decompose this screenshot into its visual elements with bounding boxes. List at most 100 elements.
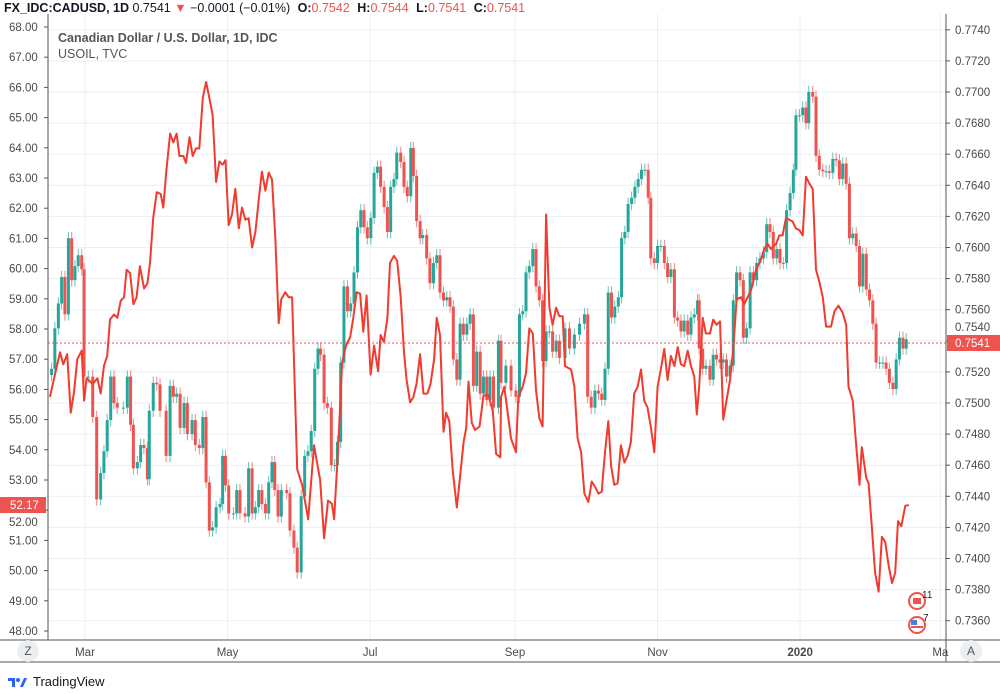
- candle-body: [704, 365, 708, 369]
- candle-body: [857, 245, 861, 287]
- right-tick-label: 0.7360: [955, 616, 990, 628]
- candle: [524, 266, 528, 318]
- auto-scale-button[interactable]: A: [960, 640, 982, 662]
- candle-body: [492, 376, 496, 408]
- candle-body: [105, 420, 109, 452]
- right-tick-label: 0.7480: [955, 429, 990, 441]
- legend-main-series[interactable]: Canadian Dollar / U.S. Dollar, 1D, IDC: [58, 31, 278, 45]
- candle: [461, 317, 465, 341]
- right-tick-label: 0.7540: [955, 322, 990, 334]
- candle: [322, 348, 326, 410]
- candle-body: [292, 530, 296, 548]
- low-value: 0.7541: [427, 1, 467, 15]
- candle: [379, 160, 383, 194]
- candle: [788, 186, 792, 217]
- candle-body: [517, 314, 521, 397]
- candle: [901, 331, 905, 355]
- candle: [824, 165, 828, 178]
- candle: [207, 476, 211, 537]
- candle-body: [527, 266, 531, 273]
- right-tick-label: 0.7700: [955, 87, 990, 99]
- candle: [527, 259, 531, 279]
- right-last-price-tag: 0.7541: [947, 335, 1000, 351]
- candle-body: [689, 317, 693, 335]
- candle: [292, 524, 296, 554]
- right-price-axis[interactable]: 0.7740 0.7720 0.7700 0.7680 0.7660 0.7640 0.76…: [946, 25, 990, 628]
- candle: [270, 455, 274, 489]
- candle-body: [831, 158, 835, 173]
- candle-body: [524, 272, 528, 312]
- candle-body: [662, 245, 666, 264]
- candle: [441, 286, 445, 307]
- candle-body: [636, 179, 640, 187]
- candle: [435, 249, 439, 270]
- candle: [455, 353, 459, 386]
- candle: [861, 247, 865, 293]
- candle-body: [313, 368, 317, 431]
- candle: [567, 322, 571, 355]
- candle: [91, 370, 95, 424]
- candle: [99, 466, 103, 506]
- left-tick-label: 65.00: [9, 113, 38, 125]
- right-tick-label: 0.7560: [955, 305, 990, 317]
- candle-body: [418, 221, 422, 239]
- candle-body: [445, 297, 449, 301]
- candle-body: [164, 410, 168, 456]
- candle-body: [73, 266, 77, 281]
- legend-overlay-series[interactable]: USOIL, TVC: [58, 47, 128, 61]
- candle: [847, 177, 851, 245]
- candle-body: [768, 224, 772, 232]
- candle: [718, 353, 722, 369]
- candle-body: [182, 403, 186, 428]
- candle: [355, 221, 359, 279]
- candle: [714, 348, 718, 366]
- time-axis[interactable]: Mar May Jul Sep Nov 2020 Ma: [75, 647, 949, 659]
- usa-event-icon[interactable]: [908, 616, 926, 634]
- left-last-price-tag: 52.17: [0, 497, 46, 513]
- candle: [285, 483, 289, 500]
- candle: [804, 101, 808, 130]
- candle: [147, 404, 151, 486]
- candle-body: [53, 328, 57, 369]
- candle-body: [725, 359, 729, 377]
- candle: [596, 384, 600, 400]
- chart-legend: Canadian Dollar / U.S. Dollar, 1D, IDC U…: [58, 30, 278, 62]
- symbol-name[interactable]: FX_IDC:CADUSD, 1D: [4, 1, 130, 15]
- candle-body: [145, 448, 149, 480]
- time-tick-label: May: [217, 647, 239, 659]
- candle-body: [95, 416, 99, 500]
- candle-body: [878, 362, 882, 364]
- candle: [689, 311, 693, 341]
- candle-body: [231, 513, 235, 515]
- candle-body: [461, 323, 465, 335]
- candle-body: [714, 354, 718, 360]
- left-price-axis[interactable]: 68.00 67.00 66.00 65.00 64.00 63.00 62.00 61.00…: [9, 22, 48, 638]
- candle-body: [481, 376, 485, 394]
- candle-body: [99, 472, 103, 500]
- candle-body: [791, 169, 795, 194]
- candle: [158, 378, 162, 417]
- candle-body: [63, 277, 67, 315]
- tradingview-brand[interactable]: TradingView: [33, 674, 105, 689]
- time-tick-label: 2020: [787, 647, 813, 659]
- candle: [514, 384, 518, 403]
- candle: [263, 497, 267, 520]
- candle-body: [221, 455, 225, 505]
- zoom-reset-button[interactable]: Z: [17, 640, 39, 662]
- candle: [811, 85, 815, 103]
- candle-body: [421, 235, 425, 239]
- candle: [578, 317, 582, 341]
- candle-body: [279, 490, 283, 517]
- candle: [438, 249, 442, 299]
- left-tick-label: 57.00: [9, 354, 38, 366]
- candle: [504, 359, 508, 390]
- candle: [345, 280, 349, 318]
- candle-body: [578, 323, 582, 335]
- canada-event-icon[interactable]: [908, 592, 926, 610]
- candle-body: [82, 269, 86, 377]
- left-tick-label: 54.00: [9, 445, 38, 457]
- candle-body: [207, 482, 211, 531]
- tradingview-logo-icon: [8, 677, 27, 687]
- candle: [131, 418, 135, 475]
